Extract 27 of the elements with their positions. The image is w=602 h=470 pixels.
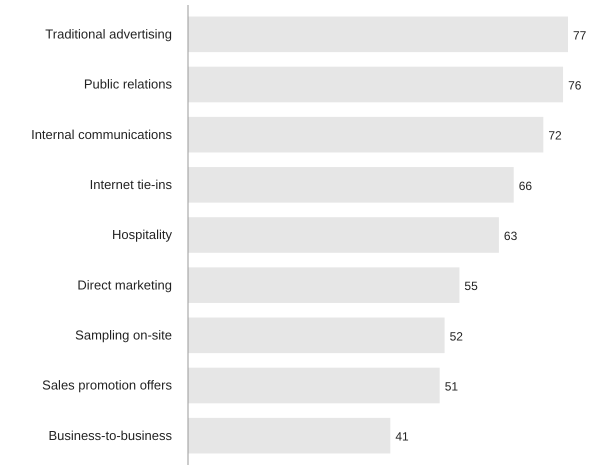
bar <box>188 267 460 303</box>
y-tick-label: Public relations <box>84 76 172 92</box>
bar <box>188 16 568 52</box>
bar <box>188 217 499 253</box>
data-label: 41 <box>395 430 410 444</box>
y-tick-label: Business-to-business <box>48 428 172 443</box>
bar <box>188 167 514 203</box>
data-label: 77 <box>573 28 587 42</box>
y-tick-label: Internet tie-ins <box>90 176 172 192</box>
bar <box>188 418 390 454</box>
y-tick-label: Direct marketing <box>77 277 172 292</box>
y-tick-label: Hospitality <box>112 227 172 242</box>
data-label: 51 <box>444 380 458 394</box>
bar <box>188 368 440 404</box>
data-label: 52 <box>450 329 464 344</box>
bar <box>188 318 445 354</box>
data-label: 66 <box>518 178 532 193</box>
data-label: 55 <box>464 279 478 294</box>
bar <box>188 66 564 102</box>
data-label: 76 <box>568 78 582 92</box>
bar <box>188 116 544 152</box>
y-tick-label: Sampling on-site <box>75 327 172 342</box>
data-label: 63 <box>504 229 518 243</box>
y-tick-label: Traditional advertising <box>45 26 172 42</box>
y-tick-label: Internal communications <box>31 126 172 142</box>
y-tick-label: Sales promotion offers <box>42 378 172 393</box>
data-label: 72 <box>548 128 562 143</box>
